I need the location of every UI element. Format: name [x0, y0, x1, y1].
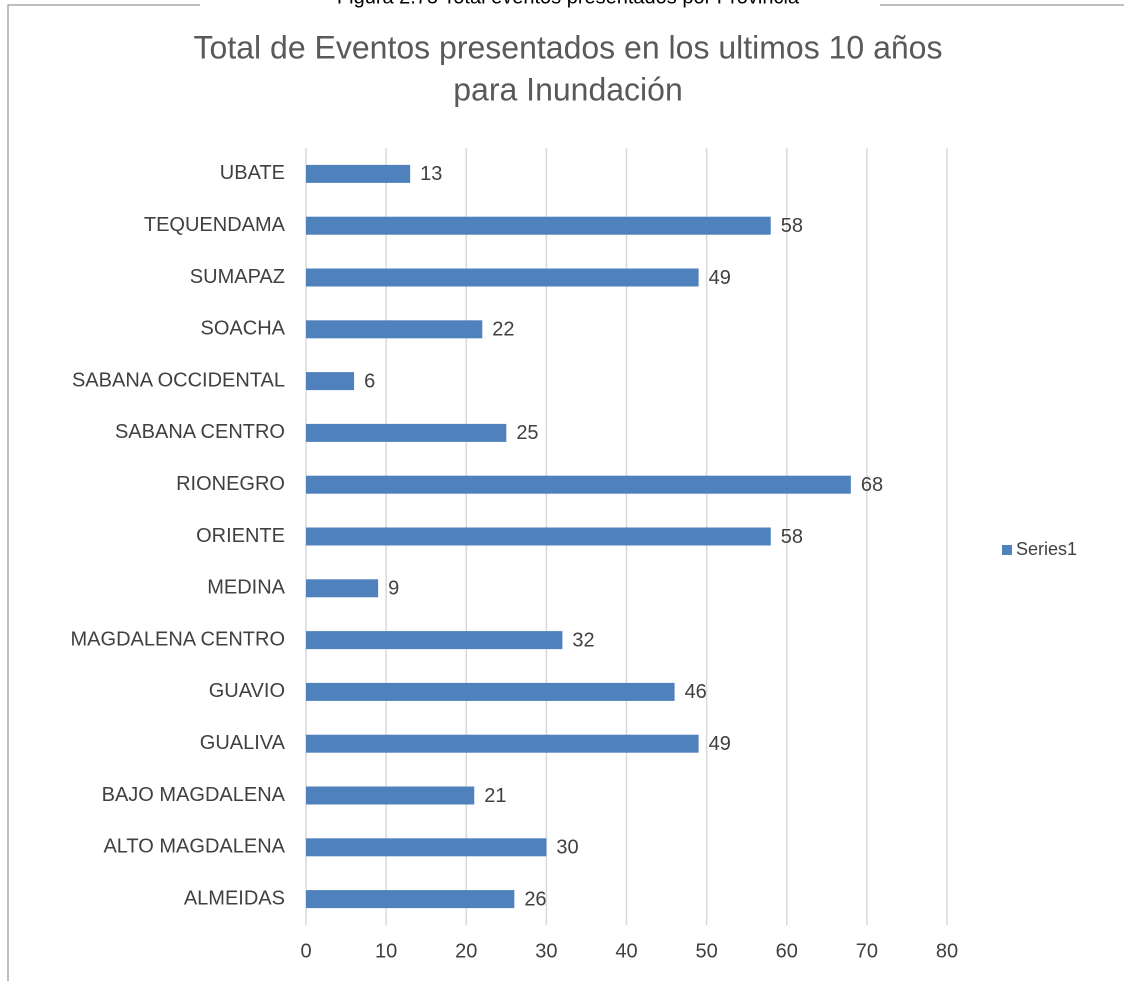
y-tick-label: ALTO MAGDALENA: [103, 836, 285, 858]
x-tick-label: 40: [615, 940, 637, 962]
bar: [306, 372, 355, 391]
caption: Figura 2.75 Total eventos presentados po…: [337, 0, 800, 8]
y-tick-label: MAGDALENA CENTRO: [71, 628, 285, 650]
x-tick-label: 80: [936, 940, 958, 962]
data-label: 26: [524, 888, 546, 910]
y-tick-label: SABANA CENTRO: [115, 421, 285, 443]
bar: [306, 631, 563, 650]
bar: [306, 475, 851, 494]
bar: [306, 890, 515, 909]
x-tick-label: 30: [535, 940, 557, 962]
y-tick-label: SOACHA: [201, 318, 286, 340]
x-tick-label: 20: [455, 940, 477, 962]
y-tick-label: GUALIVA: [200, 732, 286, 754]
chart-title: para Inundación: [453, 71, 683, 107]
legend-swatch: [1002, 545, 1012, 555]
data-label: 13: [420, 163, 442, 185]
caption-bg: [200, 0, 880, 14]
y-tick-label: SABANA OCCIDENTAL: [72, 369, 285, 391]
data-label: 6: [364, 370, 375, 392]
data-label: 58: [781, 526, 803, 548]
x-tick-label: 70: [856, 940, 878, 962]
legend-label: Series1: [1016, 539, 1077, 559]
bar: [306, 682, 675, 701]
data-label: 30: [556, 837, 578, 859]
y-tick-label: GUAVIO: [209, 680, 285, 702]
data-label: 32: [572, 629, 594, 651]
data-label: 68: [861, 474, 883, 496]
bar: [306, 164, 411, 183]
data-label: 58: [781, 215, 803, 237]
chart-title: Total de Eventos presentados en los ulti…: [194, 29, 943, 65]
y-tick-label: RIONEGRO: [176, 473, 285, 495]
y-tick-label: SUMAPAZ: [190, 266, 285, 288]
bar: [306, 838, 547, 857]
x-tick-label: 60: [776, 940, 798, 962]
data-label: 46: [685, 681, 707, 703]
data-label: 49: [709, 267, 731, 289]
y-tick-label: MEDINA: [207, 577, 285, 599]
x-tick-label: 50: [696, 940, 718, 962]
y-tick-label: ORIENTE: [196, 525, 285, 547]
y-tick-label: UBATE: [220, 162, 285, 184]
bar: [306, 320, 483, 339]
bar: [306, 579, 379, 598]
bar: [306, 786, 475, 805]
x-tick-label: 10: [375, 940, 397, 962]
data-label: 25: [516, 422, 538, 444]
y-tick-label: ALMEIDAS: [184, 887, 285, 909]
bar: [306, 268, 699, 287]
bar: [306, 216, 771, 235]
data-label: 21: [484, 785, 506, 807]
y-tick-label: TEQUENDAMA: [144, 214, 286, 236]
x-tick-label: 0: [300, 940, 311, 962]
data-label: 49: [709, 733, 731, 755]
data-label: 22: [492, 319, 514, 341]
data-label: 9: [388, 578, 399, 600]
y-tick-label: BAJO MAGDALENA: [102, 784, 286, 806]
bar: [306, 734, 699, 753]
bar: [306, 527, 771, 546]
bar: [306, 423, 507, 442]
